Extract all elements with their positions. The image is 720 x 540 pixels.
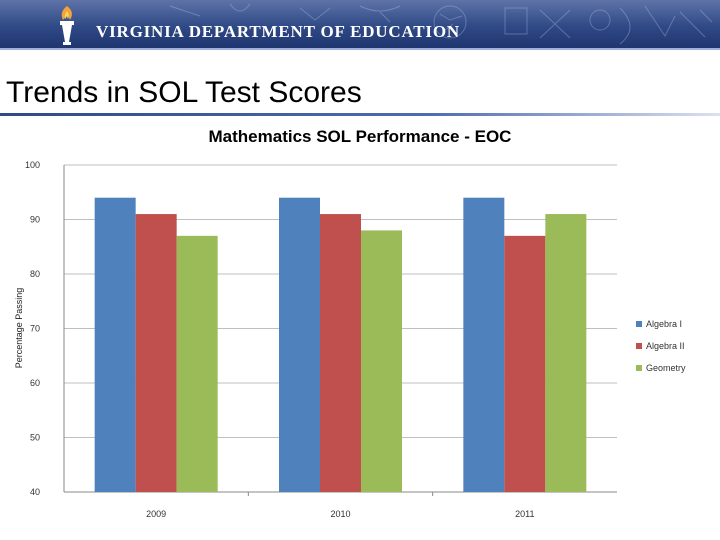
legend-label: Algebra I (646, 319, 683, 329)
bar-algebra-ii-2009 (135, 214, 177, 493)
slide-title: Trends in SOL Test Scores (6, 76, 362, 109)
x-tick-label: 2011 (515, 509, 534, 519)
y-tick-label: 80 (30, 269, 40, 279)
title-divider (0, 113, 720, 116)
header-banner: VIRGINIA DEPARTMENT OF EDUCATION (0, 0, 720, 48)
banner-divider (0, 48, 720, 50)
legend-swatch (636, 365, 642, 371)
department-title: VIRGINIA DEPARTMENT OF EDUCATION (96, 22, 460, 41)
bar-geometry-2011 (545, 214, 587, 493)
bar-chart: 40 50 60 70 80 90 100 2009 2010 2011 (25, 160, 617, 519)
y-tick-label: 90 (30, 215, 40, 225)
y-axis-label: Percentage Passing (14, 287, 24, 369)
legend-item: Algebra II (636, 335, 686, 357)
legend-swatch (636, 343, 642, 349)
legend-label: Algebra II (646, 341, 685, 351)
bar-geometry-2010 (361, 230, 402, 492)
bar-geometry-2009 (176, 235, 218, 492)
x-tick-label: 2009 (146, 509, 166, 519)
bar-algebra-ii-2010 (320, 214, 361, 493)
bar-algebra-i-2009 (94, 197, 136, 492)
bar-algebra-i-2010 (279, 197, 320, 492)
legend-label: Geometry (646, 363, 686, 373)
y-tick-label: 70 (30, 324, 40, 334)
torch-icon (60, 6, 74, 45)
y-tick-label: 50 (30, 433, 40, 443)
banner-pattern (169, 3, 713, 45)
legend-item: Geometry (636, 357, 686, 379)
bar-algebra-i-2011 (463, 197, 505, 492)
bar-algebra-ii-2011 (504, 235, 546, 492)
legend-swatch (636, 321, 642, 327)
legend-item: Algebra I (636, 313, 686, 335)
chart-legend: Algebra I Algebra II Geometry (636, 313, 686, 379)
chart-title: Mathematics SOL Performance - EOC (208, 127, 512, 146)
y-tick-label: 60 (30, 378, 40, 388)
x-tick-label: 2010 (330, 509, 350, 519)
y-tick-label: 100 (25, 160, 40, 170)
y-tick-label: 40 (30, 487, 40, 497)
